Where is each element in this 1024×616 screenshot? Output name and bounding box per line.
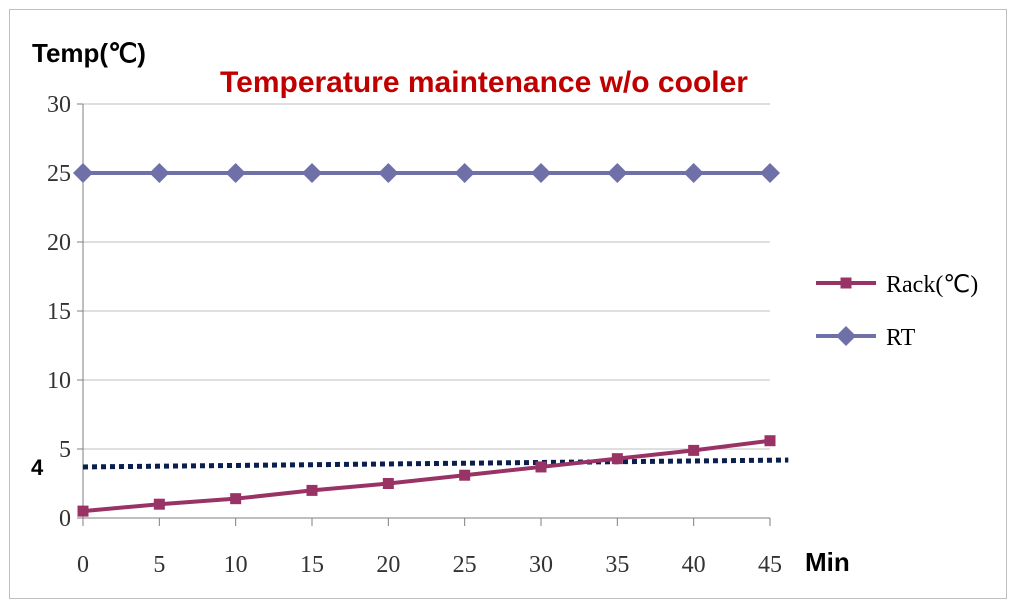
legend-item-2-label: RT: [886, 325, 916, 351]
y-tick-label-20: 20: [47, 230, 71, 256]
legend-item-2-marker: [836, 326, 856, 346]
series-2-point-45: [760, 163, 780, 183]
reference-line-label: 4: [31, 455, 44, 480]
series-1-point-30: [535, 461, 547, 473]
series-1-point-5: [153, 498, 165, 510]
x-tick-label-0: 0: [77, 552, 89, 578]
series-1-point-0: [77, 505, 89, 517]
series-1-point-25: [459, 469, 471, 481]
y-tick-label-15: 15: [47, 299, 71, 325]
legend-item-1: Rack(℃): [816, 272, 978, 298]
series-1-point-10: [230, 493, 242, 505]
y-tick-label-0: 0: [59, 506, 71, 532]
series-2-point-40: [683, 163, 704, 183]
chart-title: Temperature maintenance w/o cooler: [220, 66, 748, 99]
x-tick-label-30: 30: [529, 552, 553, 578]
chart-frame: 0 5 10 15 20 25 30 0 5 10 15 20 25 30 35 40 45 Temperatu…: [9, 9, 1007, 599]
y-tick-label-30: 30: [47, 92, 71, 118]
axis-layer: [77, 103, 771, 526]
y-tick-label-25: 25: [47, 161, 71, 187]
series-1-line: [82, 438, 771, 514]
y-tick-label-10: 10: [47, 368, 71, 394]
series-1-point-15: [306, 484, 318, 496]
x-tick-label-25: 25: [453, 552, 477, 578]
series-2-point-20: [378, 163, 399, 183]
x-axis-title: Min: [805, 547, 850, 577]
x-tick-label-45: 45: [758, 552, 782, 578]
series-1-point-20: [382, 478, 394, 489]
legend-item-1-label: Rack(℃): [886, 272, 978, 298]
legend-item-2: RT: [816, 325, 916, 351]
x-tick-label-20: 20: [376, 552, 400, 578]
series-2-point-0: [73, 163, 93, 183]
legend-item-1-marker: [840, 277, 852, 289]
series-1-point-45: [764, 435, 776, 447]
legend: Rack(℃) RT: [816, 272, 978, 351]
series-2-point-25: [454, 163, 475, 183]
x-tick-label-40: 40: [682, 552, 706, 578]
series-1-point-35: [611, 453, 623, 465]
series-2-point-5: [149, 163, 170, 183]
reference-line-layer: [82, 457, 789, 470]
y-axis-title: Temp(℃): [32, 38, 146, 68]
series-layer: [73, 163, 780, 517]
series-2-point-35: [607, 163, 628, 183]
x-tick-label-35: 35: [605, 552, 629, 578]
y-tick-label-5: 5: [59, 437, 71, 463]
x-tick-label-15: 15: [300, 552, 324, 578]
series-2-point-30: [531, 163, 551, 183]
grid-layer: [83, 103, 770, 450]
x-tick-label-10: 10: [224, 552, 248, 578]
chart-svg: 0 5 10 15 20 25 30 0 5 10 15 20 25 30 35 40 45 Temperatu…: [31, 38, 978, 578]
series-2-point-10: [225, 163, 246, 183]
x-tick-label-5: 5: [153, 552, 165, 578]
reference-line: [82, 457, 789, 470]
tick-label-layer: 0 5 10 15 20 25 30 0 5 10 15 20 25 30 35 40 45: [47, 92, 782, 578]
series-1-point-40: [688, 444, 700, 456]
series-2-point-15: [302, 163, 322, 183]
